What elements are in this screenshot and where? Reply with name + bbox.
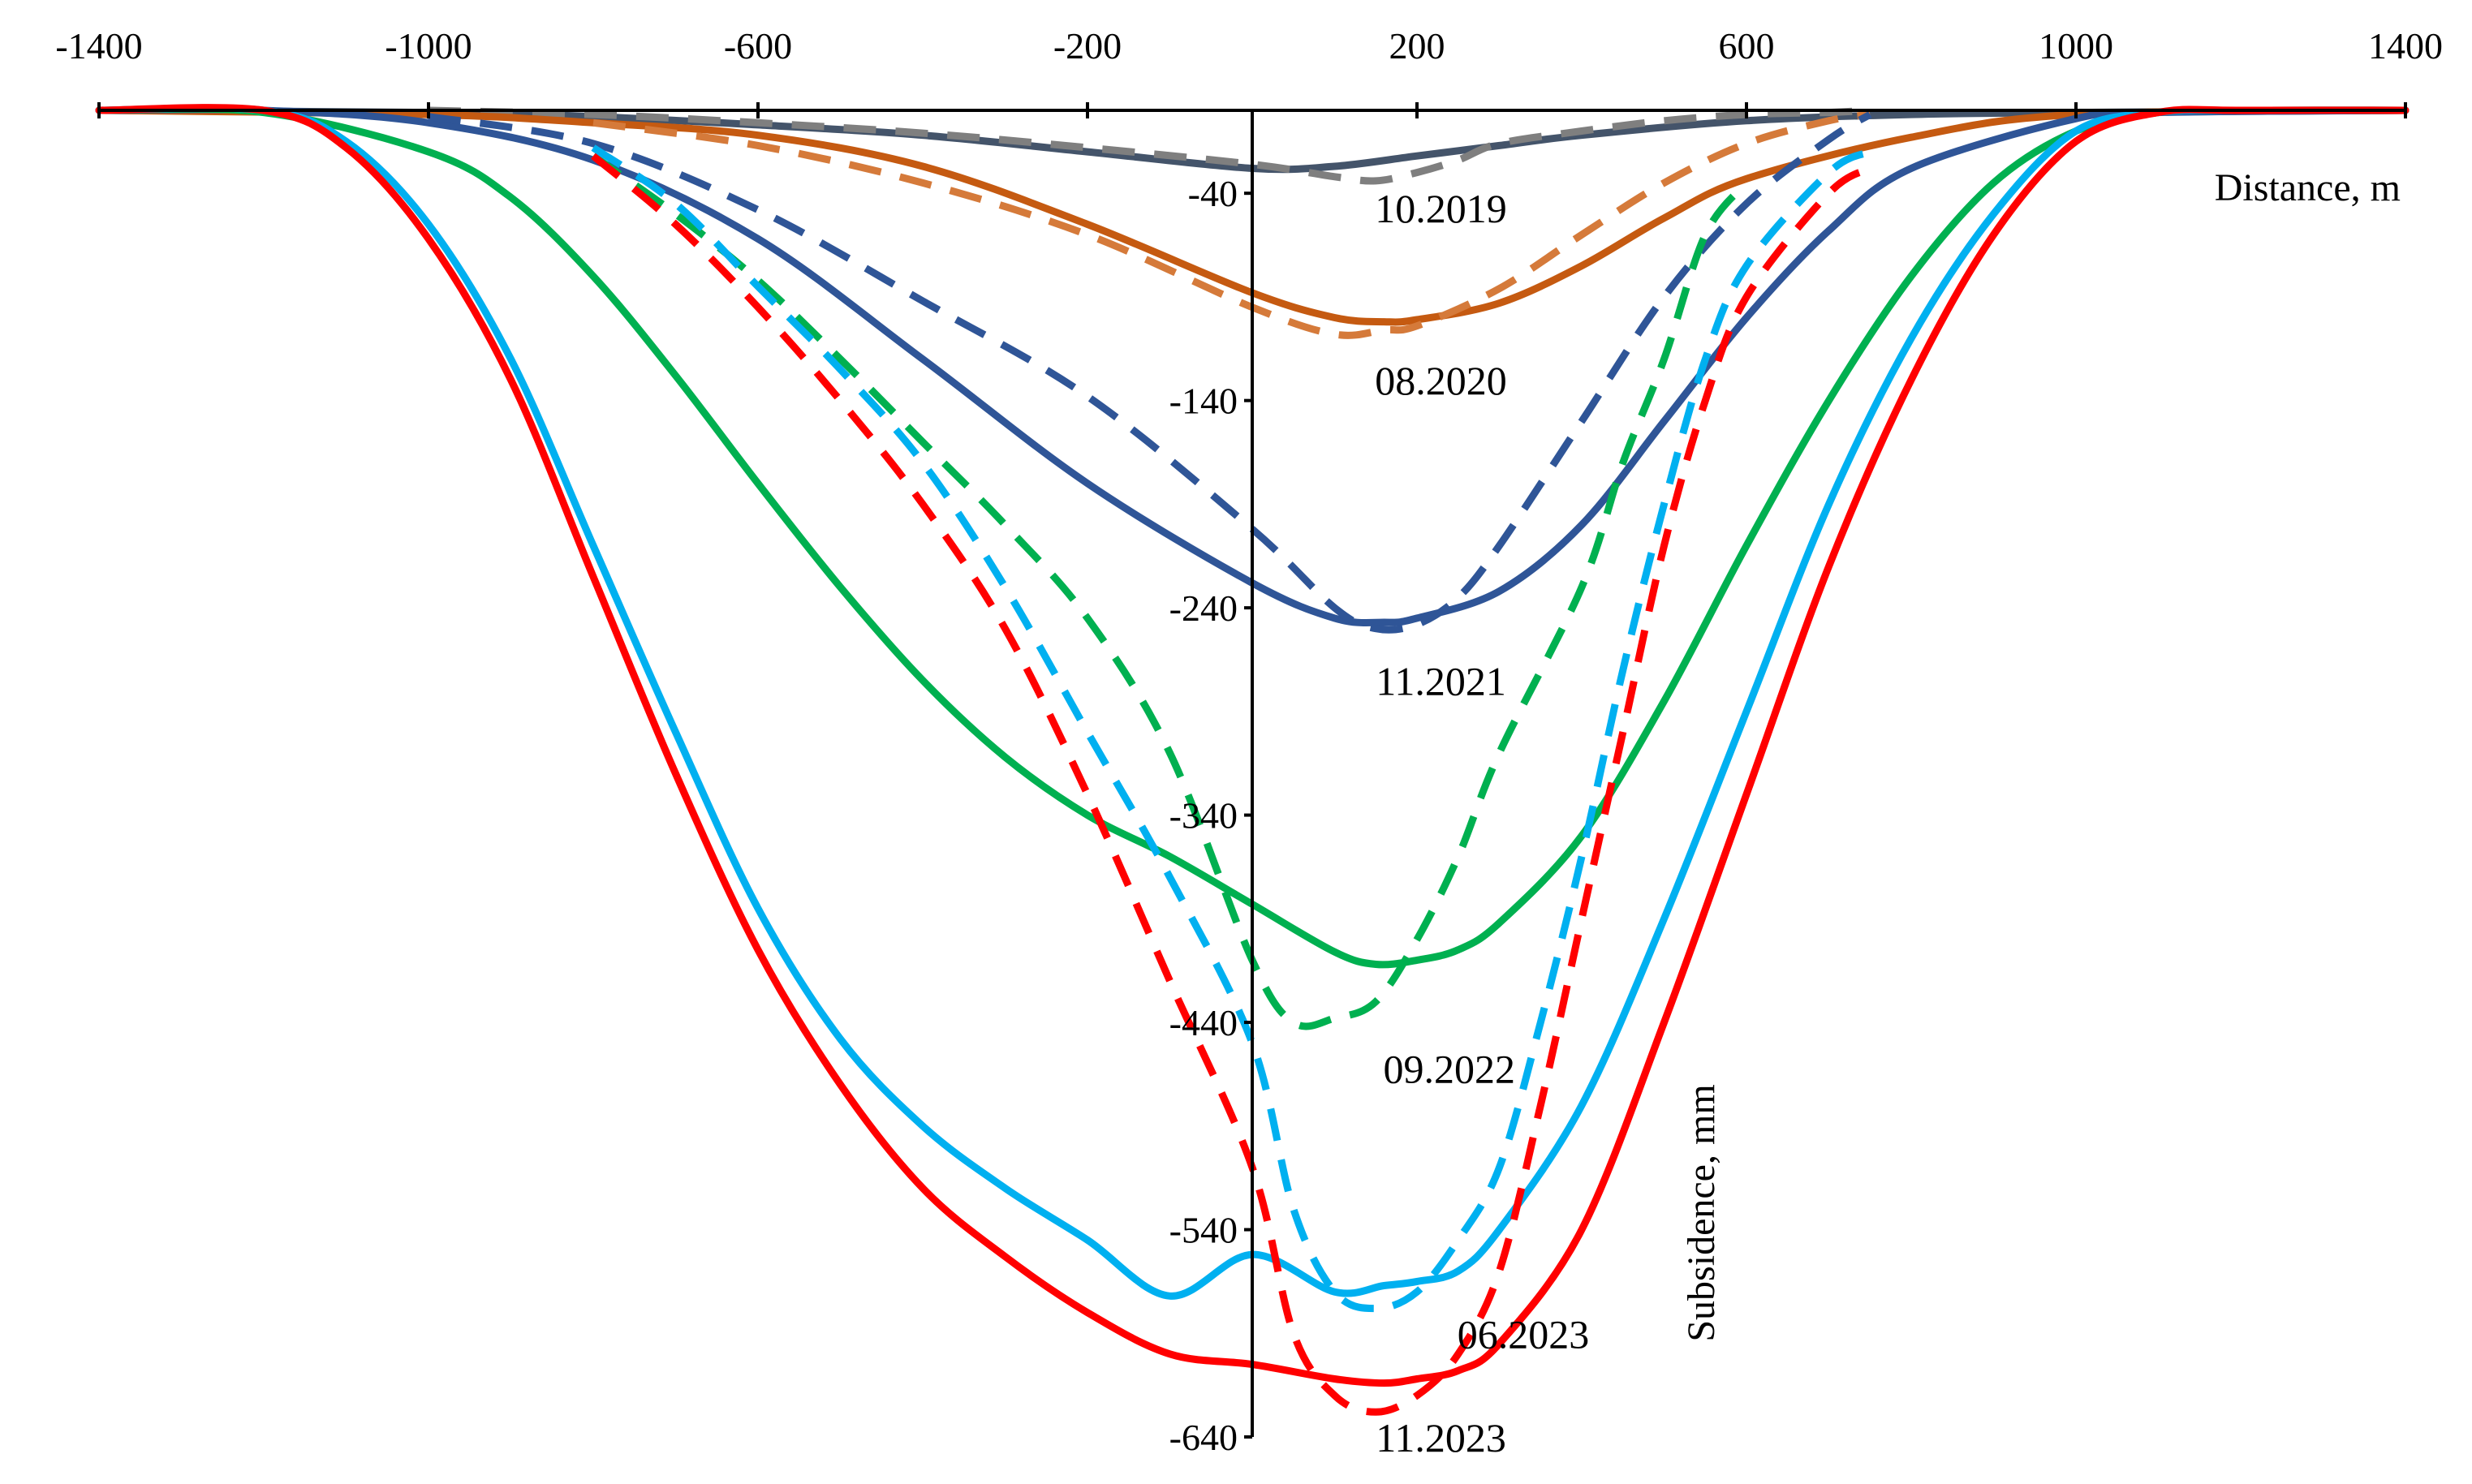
y-tick-label: -640: [1169, 1417, 1238, 1458]
series-line-11-2021: [95, 105, 2410, 627]
labels-layer: Distance, m Subsidence, mm 10.2019 08.2020 1…: [1375, 166, 2401, 1460]
curve-label-11-2021: 11.2021: [1376, 659, 1506, 704]
x-tick-label: -200: [1053, 25, 1122, 67]
x-tick-label: -1000: [385, 25, 472, 67]
curve-label-06-2023: 06.2023: [1458, 1311, 1590, 1357]
y-tick-label: -40: [1188, 173, 1238, 214]
series-line-06-2023-dashed: [591, 144, 1872, 1313]
y-tick-label: -240: [1169, 587, 1238, 629]
y-tick-label: -440: [1169, 1002, 1238, 1043]
y-tick-label: -340: [1169, 795, 1238, 837]
x-tick-label: 200: [1389, 25, 1445, 67]
x-tick-label: -1400: [55, 25, 142, 67]
x-axis-title: Distance, m: [2215, 166, 2401, 209]
curve-label-10-2019: 10.2019: [1375, 186, 1507, 231]
y-axis-title: Subsidence, mm: [1680, 1084, 1723, 1341]
series-line-09-2022: [95, 105, 2410, 969]
axes-layer: -1400 -1000 -600 -200 200 600 1000 1400 -40 -140 -…: [55, 25, 2443, 1458]
y-tick-label: -140: [1169, 381, 1238, 422]
series-line-09-2022-dashed: [591, 153, 1750, 1030]
curve-label-09-2022: 09.2022: [1384, 1046, 1516, 1091]
x-tick-label: 1000: [2039, 25, 2113, 67]
series-line-10-2019-dashed: [428, 106, 1871, 185]
x-tick-label: 1400: [2368, 25, 2443, 67]
curve-label-11-2023: 11.2023: [1376, 1415, 1506, 1460]
series-line-11-2023: [95, 104, 2410, 1387]
series-line-06-2023: [95, 104, 2410, 1300]
curves-layer: [95, 104, 2410, 1416]
series-line-11-2021-dashed: [428, 111, 1872, 634]
y-tick-label: -540: [1169, 1210, 1238, 1251]
x-tick-label: -600: [724, 25, 792, 67]
x-tick-label: 600: [1719, 25, 1775, 67]
series-line-11-2023-dashed: [591, 153, 1872, 1416]
curve-label-08-2020: 08.2020: [1375, 358, 1507, 403]
